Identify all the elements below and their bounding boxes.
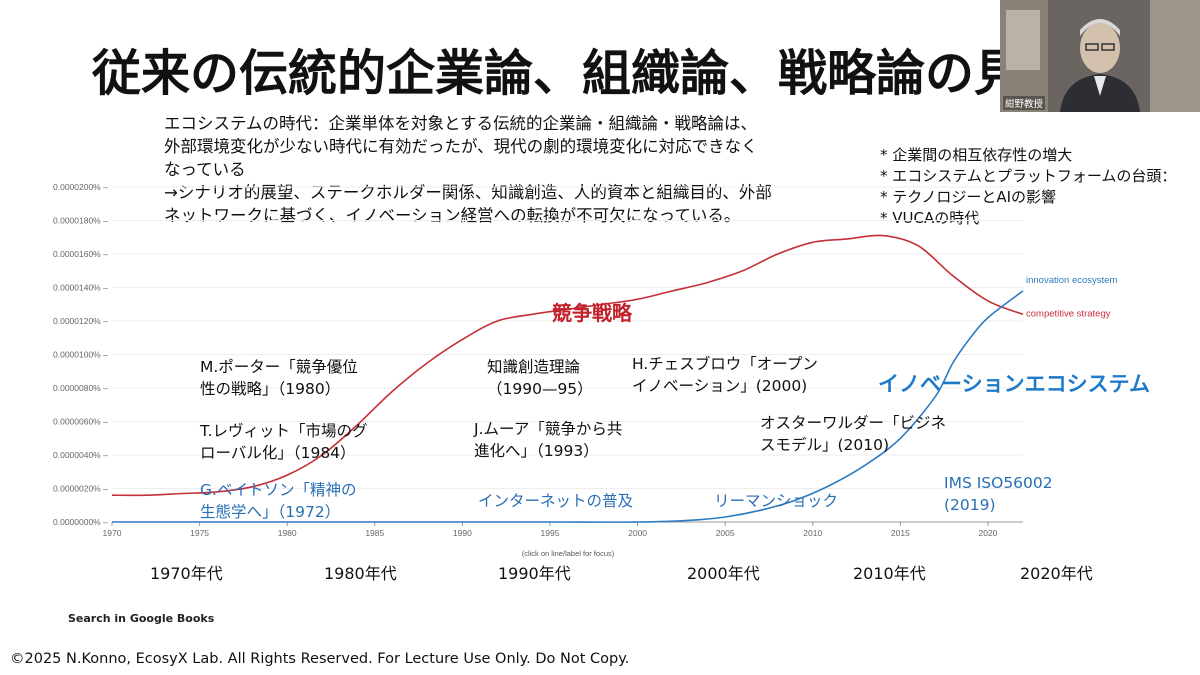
series-line-innovation-ecosystem[interactable] [112, 290, 1024, 523]
annotation-line: （1990—95） [487, 380, 593, 398]
copyright-notice: ©2025 N.Konno, EcosyX Lab. All Rights Re… [10, 651, 630, 667]
levitt-annotation: T.レヴィット「市場のグ ローバル化」（1984） [200, 420, 368, 464]
intro-line: なっている [164, 160, 246, 179]
annotation-line: スモデル」(2010) [760, 436, 890, 454]
x-tick-label: 2015 [891, 528, 910, 538]
chart-series [111, 234, 1024, 523]
x-tick-label: 1970 [103, 528, 122, 538]
y-tick-label: 0.0000120% – [53, 316, 108, 326]
annotation-line: J.ムーア「競争から共 [474, 420, 623, 438]
x-tick-label: 1985 [365, 528, 384, 538]
y-tick-label: 0.0000140% – [53, 283, 108, 293]
x-tick-label: 1995 [541, 528, 560, 538]
y-axis-ticks: 0.0000000% – 0.0000020% – 0.0000040% – 0.00… [53, 182, 108, 527]
innovation-ecosystem-label: イノベーションエコシステム [878, 372, 1150, 396]
lehman-annotation: リーマンショック [714, 492, 839, 510]
x-tick-label: 2020 [979, 528, 998, 538]
slide-title: 従来の伝統的企業論、組織論、戦略論の見 [92, 45, 1024, 102]
bateson-annotation: G.ベイトソン「精神の 生態学へ」（1972） [200, 479, 356, 523]
knowledge-annotation: 知識創造理論 （1990—95） [487, 356, 593, 400]
series-label-innovation-ecosystem[interactable]: innovation ecosystem [1026, 275, 1117, 286]
bullet-item: * 企業間の相互依存性の増大 [880, 146, 1073, 164]
annotation-line: H.チェスブロウ「オープン [632, 355, 818, 373]
annotation-line: 進化へ」（1993） [474, 442, 599, 460]
annotation-line: オスターワルダー「ビジネ [760, 414, 947, 432]
x-tick-label: 2000 [628, 528, 647, 538]
y-tick-label: 0.0000040% – [53, 450, 108, 460]
y-tick-label: 0.0000060% – [53, 417, 108, 427]
annotation-line: イノベーション」(2000) [632, 377, 808, 395]
presenter-video-icon [1000, 0, 1200, 112]
intro-line: エコシステムの時代：企業単体を対象とする伝統的企業論・組織論・戦略論は、 [164, 114, 758, 133]
annotation-line: IMS ISO56002 [944, 474, 1053, 492]
annotation-line: (2019) [944, 496, 996, 514]
chart-hint: (click on line/label for focus) [522, 549, 615, 558]
decade-label: 2000年代 [687, 564, 760, 583]
annotation-line: ローバル化」（1984） [200, 444, 356, 462]
annotation-line: T.レヴィット「市場のグ [200, 422, 368, 440]
bullet-list: * 企業間の相互依存性の増大 * エコシステムとプラットフォームの台頭： * テ… [880, 145, 1176, 229]
series-line-competitive-strategy[interactable] [111, 234, 1024, 497]
y-tick-label: 0.0000100% – [53, 350, 108, 360]
decade-label: 2020年代 [1020, 564, 1093, 583]
y-tick-label: 0.0000020% – [53, 484, 108, 494]
x-tick-label: 2010 [803, 528, 822, 538]
osterwalder-annotation: オスターワルダー「ビジネ スモデル」(2010) [760, 412, 946, 456]
webcam-video [1000, 0, 1200, 112]
competitive-strategy-label: 競争戦略 [552, 301, 632, 325]
x-tick-label: 1980 [278, 528, 297, 538]
bullet-item: * VUCAの時代 [880, 209, 980, 227]
decade-label: 1980年代 [324, 564, 397, 583]
y-tick-label: 0.0000160% – [53, 249, 108, 259]
intro-line: →シナリオ的展望、ステークホルダー関係、知識創造、人的資本と組織目的、外部 [164, 183, 772, 202]
porter-annotation: M.ポーター「競争優位 性の戦略」（1980） [200, 356, 358, 400]
x-tick-label: 2005 [716, 528, 735, 538]
bullet-item: * エコシステムとプラットフォームの台頭： [880, 167, 1177, 185]
internet-annotation: インターネットの普及 [478, 492, 634, 510]
decade-label: 2010年代 [853, 564, 926, 583]
annotation-line: M.ポーター「競争優位 [200, 358, 358, 376]
y-tick-label: 0.0000200% – [53, 182, 108, 192]
annotation-line: G.ベイトソン「精神の [200, 481, 357, 499]
decade-label: 1990年代 [498, 564, 571, 583]
annotation-line: 知識創造理論 [487, 358, 581, 376]
iso-annotation: IMS ISO56002 (2019) [944, 472, 1053, 516]
search-google-books-link[interactable]: Search in Google Books [68, 612, 215, 625]
x-tick-label: 1975 [190, 528, 209, 538]
chesbrough-annotation: H.チェスブロウ「オープン イノベーション」(2000) [632, 353, 818, 397]
x-axis-ticks: 1970 1975 1980 1985 1990 1995 2000 2005 2010 2015… [103, 521, 1023, 538]
intro-line: 外部環境変化が少ない時代に有効だったが、現代の劇的環境変化に対応できなく [164, 137, 758, 156]
annotation-line: 生態学へ」（1972） [200, 503, 341, 521]
moore-annotation: J.ムーア「競争から共 進化へ」（1993） [474, 418, 622, 462]
y-tick-label: 0.0000080% – [53, 383, 108, 393]
chart-grid [112, 186, 1023, 523]
chart-legend: competitive strategy innovation ecosystem [1026, 275, 1117, 319]
webcam-name-label: 紺野教授 [1003, 96, 1046, 110]
series-label-competitive-strategy[interactable]: competitive strategy [1026, 308, 1111, 319]
decade-label: 1970年代 [150, 564, 223, 583]
bullet-item: * テクノロジーとAIの影響 [880, 188, 1057, 206]
y-tick-label: 0.0000000% – [53, 517, 108, 527]
annotation-line: 性の戦略」（1980） [200, 380, 341, 398]
x-tick-label: 1990 [453, 528, 472, 538]
y-tick-label: 0.0000180% – [53, 216, 108, 226]
